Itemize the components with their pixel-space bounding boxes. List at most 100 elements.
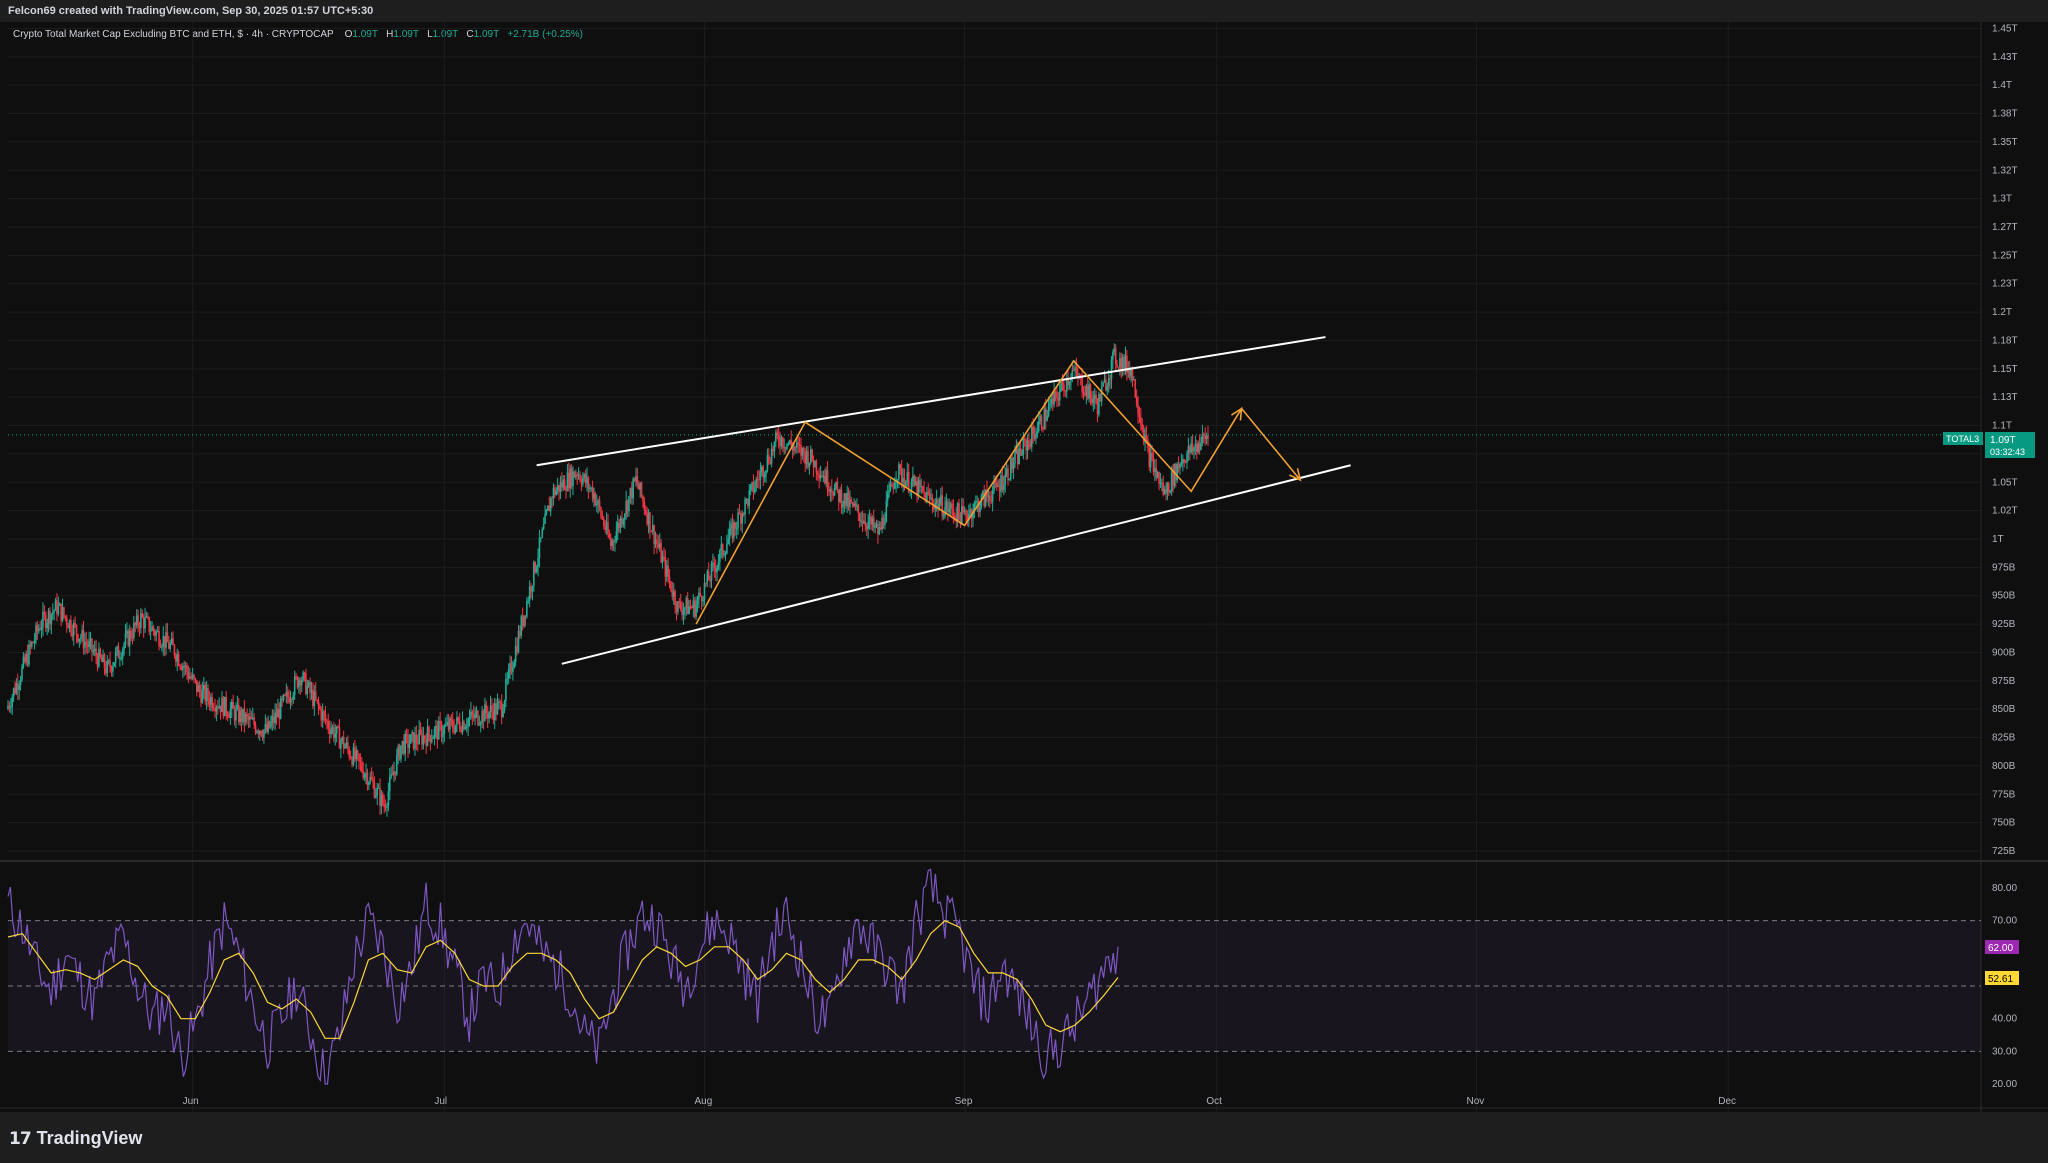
candle-body — [748, 490, 751, 506]
chart-canvas[interactable]: 1.45T1.43T1.4T1.38T1.35T1.32T1.3T1.27T1.… — [0, 0, 2048, 1112]
candle-body — [783, 447, 786, 449]
candle-body — [67, 624, 69, 629]
candle — [692, 594, 695, 618]
candle-body — [1123, 356, 1125, 369]
candle — [214, 698, 216, 718]
candle-body — [538, 537, 541, 559]
candle-body — [594, 493, 597, 506]
candle-body — [851, 501, 854, 507]
candle-body — [656, 539, 658, 544]
candle — [233, 705, 236, 726]
candle-body — [498, 701, 500, 703]
candle-body — [733, 522, 735, 539]
time-axis-tick: Aug — [694, 1096, 712, 1107]
candle-body — [176, 654, 179, 662]
candle-body — [926, 491, 928, 503]
candle — [720, 535, 723, 559]
candle — [437, 716, 440, 740]
candle — [847, 487, 850, 511]
candle-body — [296, 676, 299, 688]
candle-body — [209, 696, 212, 705]
candle — [1102, 381, 1104, 387]
candle — [772, 445, 774, 456]
candle — [200, 684, 202, 708]
candle-body — [566, 472, 569, 491]
candle — [390, 766, 393, 780]
candle — [165, 623, 167, 656]
candle — [1033, 425, 1036, 442]
price-axis-tick: 1.15T — [1992, 364, 2018, 375]
candle — [758, 469, 760, 489]
candle-body — [416, 742, 419, 744]
candle — [654, 531, 657, 549]
candle-body — [379, 787, 381, 807]
candle-body — [608, 534, 611, 539]
candle-body — [124, 633, 127, 645]
candle-body — [421, 732, 423, 745]
candle-body — [842, 504, 844, 508]
candle — [415, 725, 418, 751]
candle-body — [905, 481, 907, 488]
candle-body — [1155, 468, 1158, 478]
candle — [191, 667, 194, 681]
candle — [706, 569, 709, 588]
candle-body — [994, 480, 997, 483]
candle — [405, 728, 408, 744]
candle — [432, 735, 434, 739]
candle-body — [243, 708, 246, 723]
candle-body — [844, 493, 847, 506]
candle-body — [444, 724, 447, 727]
candle-body — [1030, 426, 1033, 448]
candle-body — [84, 641, 86, 648]
candle — [493, 697, 496, 730]
candle — [1158, 471, 1160, 491]
candle — [944, 496, 946, 519]
candle-body — [230, 702, 233, 710]
candle — [679, 593, 682, 612]
candle — [892, 481, 895, 495]
candle-body — [211, 696, 213, 708]
candle-body — [766, 455, 769, 471]
candle — [1036, 421, 1039, 439]
candle — [783, 438, 786, 455]
candle — [389, 768, 391, 801]
candle-body — [962, 506, 965, 512]
candle — [57, 596, 60, 617]
candle-body — [615, 531, 618, 542]
candle-body — [575, 474, 577, 478]
candle — [1112, 349, 1114, 370]
candle — [1200, 436, 1202, 451]
candle-body — [927, 491, 930, 494]
candle — [40, 619, 43, 639]
candle-body — [533, 561, 535, 586]
candle-body — [207, 688, 209, 699]
candle-body — [1050, 398, 1053, 404]
candle-body — [37, 628, 40, 632]
candle-body — [292, 694, 295, 700]
rsi-axis-tick: 80.00 — [1992, 883, 2017, 894]
candle-body — [277, 708, 279, 718]
candle — [1002, 476, 1005, 496]
candle-body — [363, 774, 366, 778]
candle-body — [552, 488, 555, 499]
candle — [1043, 402, 1046, 430]
candle-body — [540, 537, 542, 539]
candle — [1197, 440, 1199, 454]
candle — [18, 680, 20, 700]
candle-body — [968, 513, 970, 521]
candle-body — [754, 487, 756, 493]
candle-body — [751, 482, 753, 486]
candle — [22, 652, 25, 670]
candle — [166, 622, 169, 643]
candle-body — [193, 674, 195, 679]
candle — [642, 494, 644, 508]
candle — [42, 602, 44, 637]
candle — [527, 596, 530, 605]
tradingview-logo[interactable]: 17 TradingView — [9, 1128, 142, 1149]
candle-body — [1172, 471, 1174, 486]
candle — [808, 462, 811, 475]
candle — [1180, 453, 1183, 468]
candle-body — [1058, 391, 1061, 401]
candle — [1116, 359, 1118, 369]
symbol-legend[interactable]: Crypto Total Market Cap Excluding BTC an… — [13, 29, 583, 40]
